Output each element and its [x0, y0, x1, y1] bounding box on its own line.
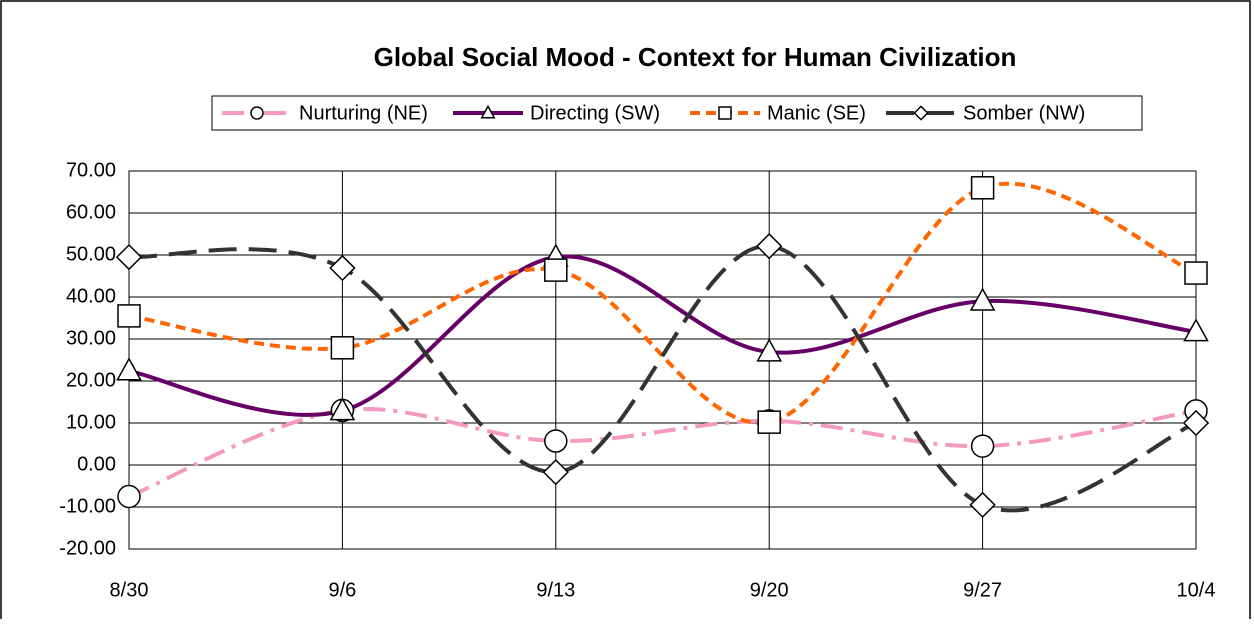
marker	[756, 338, 783, 362]
y-tick-label: -10.00	[59, 495, 116, 517]
legend-label: Directing (SW)	[530, 102, 660, 124]
series-line	[128, 254, 1197, 417]
legend-label: Somber (NW)	[963, 102, 1085, 124]
y-tick-label: 70.00	[66, 159, 116, 181]
marker	[1183, 318, 1209, 342]
x-tick-label: 9/13	[536, 579, 575, 601]
marker	[117, 484, 141, 509]
marker	[329, 397, 356, 421]
marker	[969, 287, 996, 311]
chart-title: Global Social Mood - Context for Human C…	[374, 42, 1017, 72]
marker	[970, 176, 995, 200]
y-tick-label: 10.00	[66, 411, 116, 433]
marker	[1184, 261, 1208, 285]
marker	[116, 357, 142, 381]
marker	[913, 105, 929, 121]
marker	[115, 243, 143, 271]
marker	[1182, 409, 1210, 437]
legend-label: Manic (SE)	[767, 102, 866, 124]
x-tick-label: 9/20	[750, 579, 789, 601]
y-tick-label: 30.00	[66, 327, 116, 349]
y-tick-label: -20.00	[59, 537, 116, 559]
marker	[756, 233, 783, 260]
marker	[542, 458, 569, 486]
marker	[330, 336, 355, 360]
marker	[969, 491, 996, 519]
series-line	[128, 244, 1197, 513]
y-tick-label: 20.00	[66, 369, 116, 391]
marker	[544, 258, 568, 282]
marker	[117, 304, 141, 328]
marker	[329, 254, 356, 282]
plot-frame	[128, 170, 1197, 550]
x-tick-label: 10/4	[1177, 579, 1216, 601]
series-line	[128, 407, 1197, 499]
x-tick-label: 9/27	[963, 579, 1002, 601]
y-tick-label: 40.00	[66, 285, 116, 307]
marker	[250, 106, 264, 120]
y-tick-label: 50.00	[66, 243, 116, 265]
marker	[970, 434, 995, 458]
marker	[544, 429, 568, 453]
y-tick-label: 60.00	[66, 201, 116, 223]
marker	[757, 410, 781, 434]
marker	[718, 106, 732, 120]
legend-box	[211, 95, 1143, 131]
x-tick-label: 9/6	[328, 579, 356, 601]
legend-label: Nurturing (NE)	[299, 102, 428, 124]
x-tick-label: 8/30	[110, 579, 149, 601]
y-tick-label: 0.00	[77, 453, 116, 475]
marker	[480, 104, 496, 119]
